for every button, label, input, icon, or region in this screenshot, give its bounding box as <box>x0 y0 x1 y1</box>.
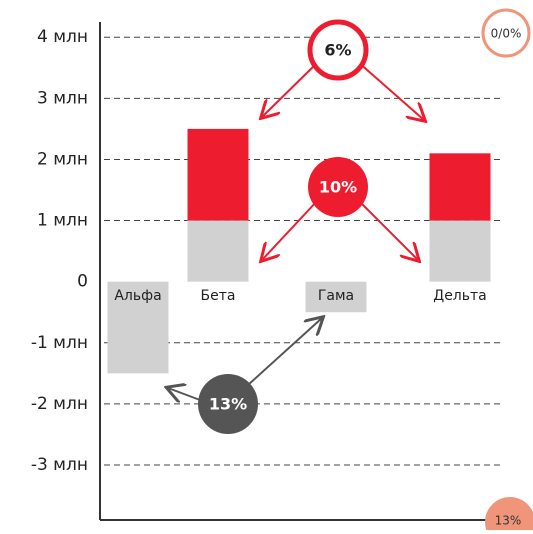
y-tick-label: 4 млн <box>37 27 88 47</box>
y-tick-label: -3 млн <box>31 455 88 475</box>
badge <box>307 19 369 81</box>
arrows <box>262 61 424 260</box>
annotation: 0/0% <box>491 27 522 41</box>
bar <box>305 281 367 313</box>
y-tick-label: 1 млн <box>37 211 88 231</box>
annotation: 10% <box>319 178 357 197</box>
badge <box>485 497 533 534</box>
x-tick-label: Бета <box>201 288 236 304</box>
x-tick-label: Альфа <box>114 288 161 304</box>
annotation: 6% <box>324 41 351 60</box>
badge <box>198 374 258 434</box>
arrows-gray <box>168 318 322 400</box>
x-tick-label: Дельта <box>433 288 486 304</box>
annotation: 13% <box>495 514 522 528</box>
y-tick-label: 0 <box>77 272 88 292</box>
annotation: 13% <box>209 395 247 414</box>
y-tick-label: -2 млн <box>31 394 88 414</box>
bar <box>429 153 491 221</box>
y-tick-label: -1 млн <box>31 333 88 353</box>
bar <box>187 220 249 282</box>
bar <box>429 220 491 282</box>
x-tick-label: Гама <box>318 288 354 304</box>
bar <box>107 281 169 374</box>
bar <box>187 128 249 221</box>
badge <box>481 8 531 58</box>
y-tick-label: 2 млн <box>37 149 88 169</box>
badge <box>308 157 368 217</box>
y-tick-label: 3 млн <box>37 88 88 108</box>
